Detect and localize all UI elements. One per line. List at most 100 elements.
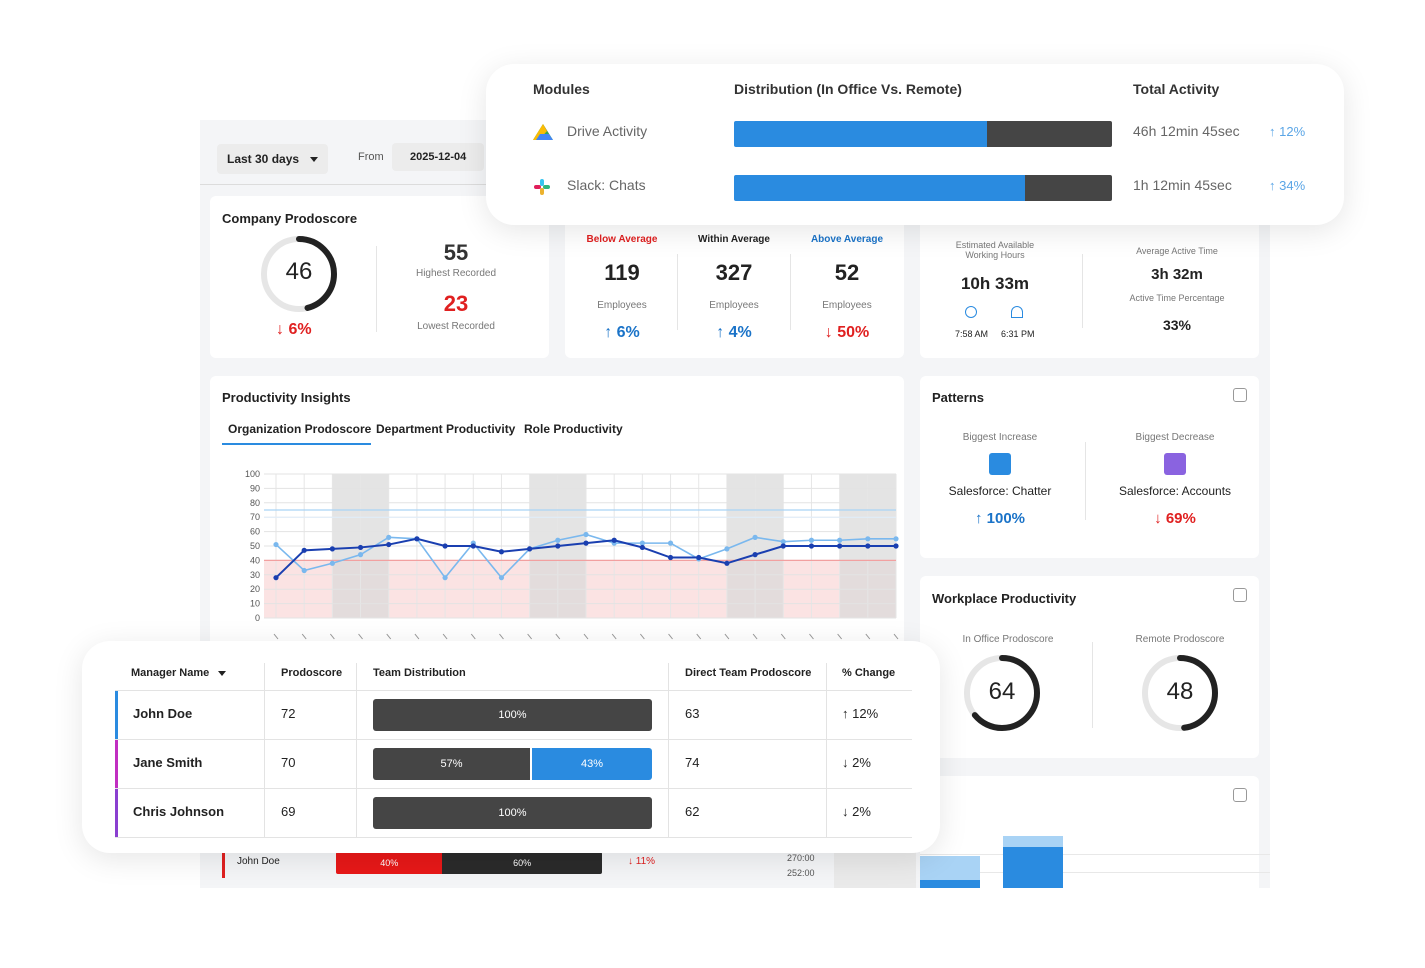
dark-segment: 100% <box>373 699 652 731</box>
arrow-down-icon: ↓ <box>842 804 853 819</box>
group-label: Within Average <box>698 234 770 245</box>
series-1-point <box>780 543 786 549</box>
x-tick-mark <box>668 633 673 640</box>
increase-change: ↑ 100% <box>940 510 1060 527</box>
group-change-value: 6% <box>616 324 640 341</box>
row-accent <box>115 691 118 740</box>
y-tick-label: 20 <box>250 584 260 594</box>
module-change: ↑ 12% <box>1269 124 1305 139</box>
divider <box>790 254 791 330</box>
col-divider <box>356 663 357 838</box>
dark-segment: 100% <box>373 797 652 829</box>
x-tick-mark <box>499 633 504 640</box>
series-1-point <box>837 543 843 549</box>
workplace-productivity-card: Workplace Productivity In Office Prodosc… <box>920 576 1259 758</box>
productivity-insights-card: Productivity Insights Organization Prodo… <box>210 376 904 676</box>
x-tick-mark <box>780 633 786 640</box>
manager-name[interactable]: Jane Smith <box>133 755 203 770</box>
header-divider <box>115 690 912 691</box>
series-0-point <box>583 531 589 538</box>
series-1-point <box>639 544 645 551</box>
series-0-point <box>780 539 786 545</box>
team-distribution-bar: 100% <box>373 797 652 829</box>
blue-segment: 43% <box>532 748 652 780</box>
percent-change: ↓ 2% <box>842 804 871 819</box>
percent-change-value: 2% <box>852 755 871 770</box>
percent-change-value: 12% <box>852 706 879 721</box>
manager-name[interactable]: Chris Johnson <box>133 804 225 819</box>
underlay-manager-name: John Doe <box>237 856 280 867</box>
x-tick-mark <box>527 633 533 640</box>
x-tick-mark <box>442 633 448 640</box>
date-range-select[interactable]: Last 30 days <box>217 144 329 174</box>
y-tick-label: 80 <box>250 498 260 508</box>
external-link-icon[interactable] <box>1233 588 1247 602</box>
active-tab-indicator <box>222 443 371 445</box>
arrow-down-icon: ↓ <box>628 856 636 867</box>
divider <box>677 254 678 330</box>
external-link-icon[interactable] <box>1233 388 1247 402</box>
tab-organization-prodoscore[interactable]: Organization Prodoscore <box>228 422 372 436</box>
series-0-point <box>639 540 645 546</box>
x-tick-mark <box>329 633 335 640</box>
x-tick-mark <box>724 633 730 640</box>
external-link-icon[interactable] <box>1233 788 1247 802</box>
series-1-point <box>414 536 420 542</box>
avg-active-value: 3h 32m <box>1151 266 1203 283</box>
x-tick-mark <box>696 633 702 640</box>
est-hours-label: Estimated Available Working Hours <box>955 240 1035 260</box>
series-0-point <box>837 537 843 543</box>
working-hours-card: Estimated Available Working Hours 10h 33… <box>920 220 1259 358</box>
x-tick-mark <box>639 633 645 640</box>
tab-role-productivity[interactable]: Role Productivity <box>524 422 623 436</box>
modules-activity-card: Modules Distribution (In Office Vs. Remo… <box>486 64 1344 225</box>
row-accent <box>115 740 118 789</box>
bar <box>1003 836 1063 847</box>
module-total-activity: 1h 12min 45sec <box>1133 177 1232 193</box>
series-0-point <box>865 536 871 542</box>
team-distribution-bar: 57% 43% <box>373 748 652 780</box>
company-score-gauge <box>261 236 337 312</box>
est-hours-value: 10h 33m <box>960 274 1030 293</box>
row-divider <box>115 788 912 789</box>
avg-active-label: Average Active Time <box>1136 246 1218 256</box>
end-time: 6:31 PM <box>1001 329 1035 339</box>
series-0-point <box>386 534 392 540</box>
arrow-up-icon: ↑ <box>1269 178 1280 193</box>
module-change-value: 34% <box>1279 178 1306 193</box>
x-tick-mark <box>809 633 814 640</box>
employee-groups-card: Below Average 119 Employees ↑ 6% Within Aver… <box>565 220 904 358</box>
underlay-dark-segment: 60% <box>442 852 602 874</box>
x-tick-mark <box>583 633 589 640</box>
tab-department-productivity[interactable]: Department Productivity <box>376 422 516 436</box>
col-divider <box>826 663 827 838</box>
underlay-change-value: 11% <box>635 856 656 867</box>
group-unit: Employees <box>822 300 872 311</box>
group-unit: Employees <box>597 300 647 311</box>
active-pct-value: 33% <box>1162 317 1192 333</box>
direct-team-header: Direct Team Prodoscore <box>685 667 812 679</box>
module-name: Slack: Chats <box>567 177 646 193</box>
x-tick-mark <box>358 633 363 640</box>
series-1-point <box>724 560 730 566</box>
y-tick-label: 100 <box>245 469 260 479</box>
manager-name-header[interactable]: Manager Name <box>131 667 227 679</box>
active-pct-label: Active Time Percentage <box>1129 293 1225 303</box>
series-0-point <box>667 540 674 546</box>
group-change: ↓ 50% <box>790 324 904 342</box>
remote-segment <box>987 121 1112 147</box>
manager-name[interactable]: John Doe <box>133 706 193 721</box>
manager-header-label: Manager Name <box>131 667 210 679</box>
series-1-point <box>470 543 476 549</box>
arrow-up-icon: ↑ <box>716 324 729 341</box>
series-1-point <box>667 554 674 561</box>
series-1-point <box>442 543 448 549</box>
from-date-field[interactable]: 2025-12-04 <box>392 143 485 171</box>
series-0-point <box>555 537 561 543</box>
percent-change-value: 2% <box>852 804 871 819</box>
percent-change: ↑ 12% <box>842 706 878 721</box>
chevron-down-icon <box>310 157 319 163</box>
arrow-up-icon: ↑ <box>1269 124 1280 139</box>
row-accent <box>222 848 225 878</box>
